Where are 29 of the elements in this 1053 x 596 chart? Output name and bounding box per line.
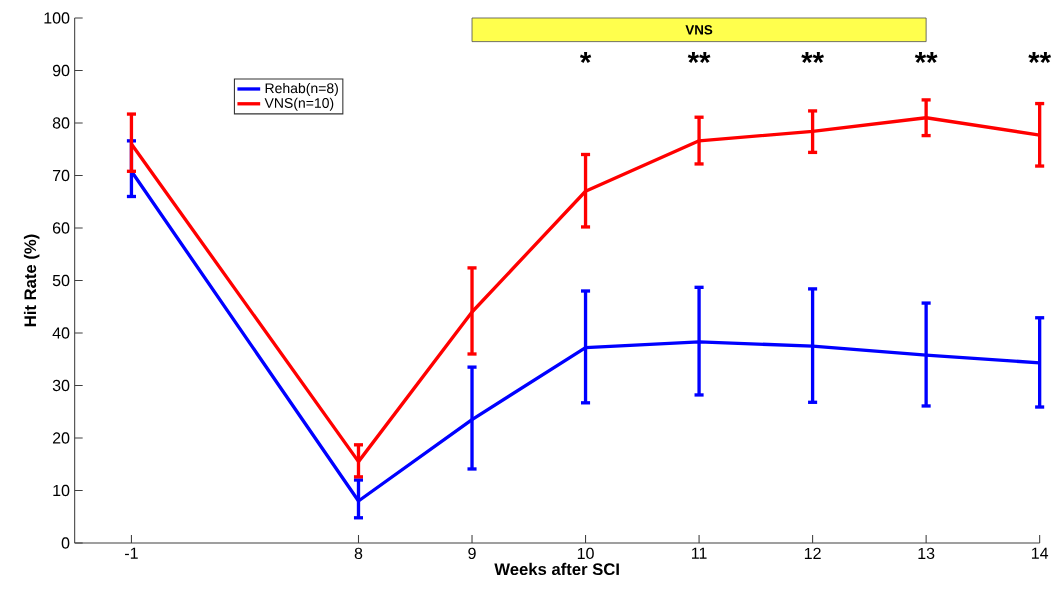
x-tick-label: 8 (354, 547, 363, 559)
y-tick-label: 60 (52, 222, 70, 234)
y-tick-label: 50 (52, 274, 70, 286)
y-tick-label: 70 (52, 169, 70, 181)
x-tick-label: 10 (577, 547, 594, 559)
x-tick-label: 9 (468, 547, 476, 559)
x-axis-title: Weeks after SCI (494, 562, 619, 575)
legend-label: VNS(n=10) (264, 97, 334, 111)
annotation: ** (687, 51, 711, 63)
y-tick-label: 10 (53, 484, 70, 496)
x-tick-label: -1 (125, 547, 138, 559)
y-tick-label: 80 (52, 117, 70, 129)
band-label: VNS (685, 24, 713, 35)
x-tick-label: 13 (918, 547, 935, 559)
legend-label: Rehab(n=8) (265, 82, 338, 96)
y-tick-label: 90 (52, 64, 70, 76)
y-tick-label: 20 (52, 432, 70, 444)
y-tick-label: 100 (44, 12, 70, 24)
y-tick-label: 0 (61, 537, 70, 549)
y-tick-label: 30 (52, 379, 70, 391)
annotation: * (579, 51, 592, 63)
x-tick-label: 11 (691, 547, 707, 559)
y-axis-title: Hit Rate (%) (23, 234, 40, 326)
x-tick-label: 14 (1031, 547, 1049, 559)
x-tick-label: 12 (804, 547, 821, 559)
annotation: ** (914, 51, 938, 63)
annotation: ** (801, 51, 824, 63)
annotation: ** (1028, 51, 1052, 63)
y-tick-label: 40 (52, 327, 70, 339)
